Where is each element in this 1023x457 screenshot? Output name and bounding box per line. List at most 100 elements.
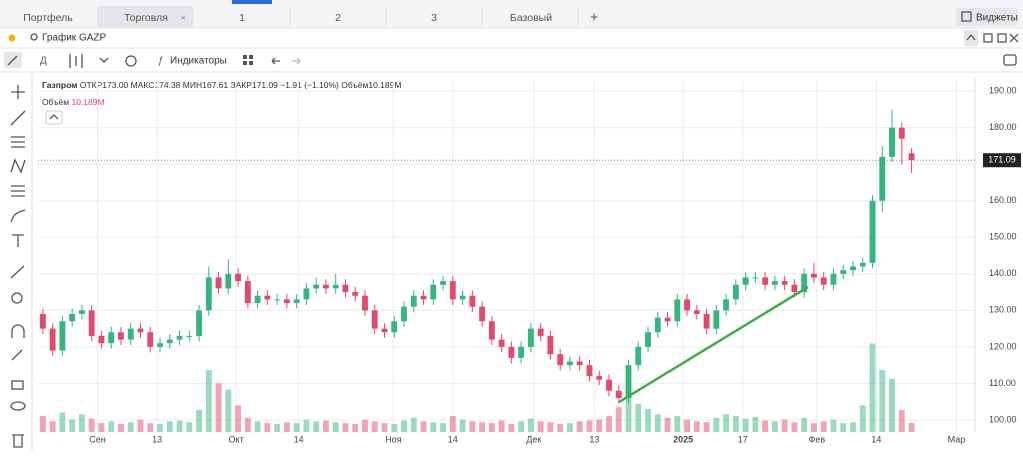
volume-bar	[527, 418, 534, 432]
collapse-button[interactable]	[964, 30, 978, 46]
volume-label: Объём	[42, 97, 69, 107]
volume-bar	[586, 420, 593, 432]
undo-icon[interactable]	[271, 57, 280, 65]
volume-bar	[703, 422, 710, 432]
interval-button[interactable]: Д	[40, 56, 47, 67]
volume-bar	[518, 421, 525, 432]
trend-line[interactable]	[618, 285, 809, 404]
screenshot-icon[interactable]	[1003, 54, 1017, 66]
lock-draw-tool[interactable]	[11, 349, 23, 361]
volume-bar	[264, 423, 271, 432]
candle-body	[342, 284, 349, 293]
volume-bar	[723, 414, 730, 432]
x-tick-label: Окт	[229, 434, 244, 444]
delete-tool[interactable]	[12, 434, 24, 448]
widgets-icon	[961, 11, 972, 22]
tab[interactable]: Торговля	[124, 12, 168, 24]
candle-body	[752, 277, 759, 279]
volume-bar	[49, 421, 56, 432]
visibility-tool[interactable]	[10, 401, 26, 411]
candle-body	[567, 361, 573, 366]
volume-bar	[401, 420, 407, 432]
candle-body	[654, 317, 661, 333]
close-icon[interactable]	[1009, 33, 1019, 43]
volume-bar	[811, 423, 817, 432]
lock-tool[interactable]	[11, 380, 24, 390]
candle-body	[166, 339, 173, 344]
window-icon[interactable]	[983, 33, 993, 43]
indicators-button[interactable]: Индикаторы	[170, 56, 227, 67]
candle-body	[323, 284, 329, 289]
volume-bar	[908, 422, 915, 432]
candle-body	[449, 281, 456, 300]
prediction-tool[interactable]	[11, 185, 25, 197]
candle-body	[527, 328, 534, 347]
brush-tool[interactable]	[10, 209, 26, 223]
volume-bar	[78, 414, 85, 432]
collapse-legend[interactable]	[45, 110, 63, 125]
magnet-tool[interactable]	[11, 324, 25, 338]
widgets-label[interactable]: Виджеты	[976, 13, 1018, 24]
tab[interactable]: 2	[335, 12, 341, 24]
fib-tool[interactable]	[11, 136, 25, 148]
candles-icon[interactable]	[69, 54, 83, 68]
add-tab[interactable]: +	[590, 9, 598, 25]
candle-body	[664, 317, 671, 322]
layout-icon	[249, 55, 253, 59]
tab[interactable]: Портфель	[23, 12, 73, 24]
candle-body	[274, 299, 281, 301]
volume-bar	[313, 421, 320, 432]
volume-bar	[449, 416, 456, 432]
candle-body	[332, 284, 339, 289]
volume-bar	[664, 417, 671, 432]
pattern-tool[interactable]	[10, 158, 26, 174]
volume-bar	[635, 403, 642, 432]
open: ОТКР173.00	[80, 80, 129, 90]
candle-body	[684, 299, 690, 311]
sun-icon[interactable]	[8, 34, 16, 42]
candle-body	[869, 200, 876, 263]
candle-body	[205, 277, 212, 311]
candle-body	[518, 346, 525, 358]
volume-bar	[391, 424, 398, 432]
window-icon[interactable]	[997, 33, 1007, 43]
candle-body	[381, 328, 388, 333]
redo-icon[interactable]	[292, 57, 301, 65]
layout-icon[interactable]	[243, 55, 247, 59]
volume-bar	[98, 423, 105, 432]
volume-bar	[59, 412, 66, 432]
crosshair-tool[interactable]	[11, 85, 25, 99]
zoom-tool[interactable]	[11, 292, 23, 304]
candle-body	[479, 306, 486, 322]
compare-icon[interactable]	[125, 55, 137, 67]
volume-bar	[606, 416, 612, 432]
candle-body	[781, 281, 788, 285]
line-tool[interactable]	[10, 110, 26, 126]
volume-bar	[771, 421, 778, 432]
volume-bar	[332, 422, 339, 432]
volume-bar	[88, 418, 95, 432]
tab[interactable]: 1	[239, 12, 245, 24]
ruler-tool[interactable]	[10, 265, 25, 279]
candle-body	[244, 281, 251, 304]
text-tool[interactable]	[12, 234, 24, 247]
volume-bar	[157, 424, 163, 432]
volume-bar	[781, 419, 788, 432]
volume-bar	[850, 422, 856, 432]
active-tab[interactable]	[98, 6, 193, 28]
candle-body	[596, 376, 603, 380]
candle-body	[78, 310, 85, 314]
candle-body	[615, 390, 622, 399]
volume-bar	[440, 423, 446, 432]
tab-close[interactable]: ×	[180, 12, 186, 24]
tab[interactable]: Базовый	[510, 12, 552, 24]
tab[interactable]: 3	[431, 12, 437, 24]
volume-bar	[498, 420, 505, 432]
y-tick-label: 160.00	[989, 195, 1017, 205]
volume-bar	[459, 419, 466, 432]
volume-bar	[713, 417, 720, 432]
search-field[interactable]: График GAZP	[42, 32, 107, 44]
dropdown-icon[interactable]	[99, 57, 109, 63]
candle-body	[469, 295, 476, 307]
